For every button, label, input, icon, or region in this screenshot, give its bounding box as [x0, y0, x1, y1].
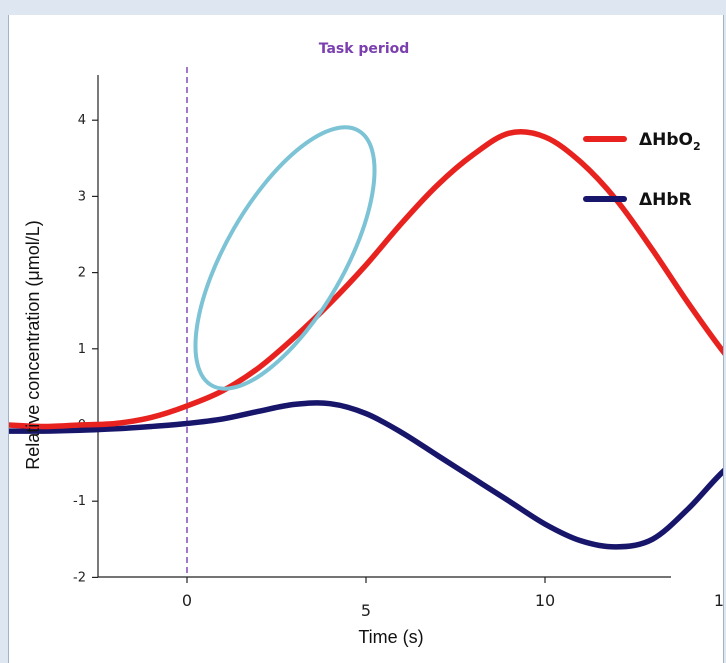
legend: ΔHbO2 ΔHbR: [583, 130, 701, 210]
highlight: [193, 125, 377, 391]
y-tick-label: -1: [73, 494, 86, 509]
y-axis-title: Relative concentration (μmol/L): [23, 220, 43, 469]
highlight-ellipse: [193, 125, 377, 391]
y-tick-label: -2: [73, 570, 86, 585]
series-line-hbo2: [9, 129, 723, 430]
x-tick-label: 10: [535, 591, 555, 610]
x-tick-label: 5: [361, 601, 371, 620]
series: [9, 129, 723, 550]
task-period: Task period: [186, 41, 410, 577]
legend-name-hbo2: ΔHbO: [639, 130, 693, 150]
legend-subscript-hbo2: 2: [693, 140, 701, 153]
legend-label-hbo2: ΔHbO2: [639, 130, 701, 153]
legend-label-hbr: ΔHbR: [639, 190, 692, 210]
x-tick-label: 0: [182, 591, 192, 610]
x-axis-title: Time (s): [358, 627, 423, 647]
axes: [97, 75, 671, 578]
task-period-label: Task period: [319, 41, 410, 57]
x-tick-label: 15: [714, 591, 723, 610]
series-line-hbr: [9, 400, 723, 550]
y-tick-label: 2: [78, 266, 86, 281]
y-tick-label: 3: [78, 189, 86, 204]
y-tick-label: 1: [78, 342, 86, 357]
legend-name-hbr: ΔHbR: [639, 190, 692, 210]
y-tick-label: 4: [78, 113, 86, 128]
